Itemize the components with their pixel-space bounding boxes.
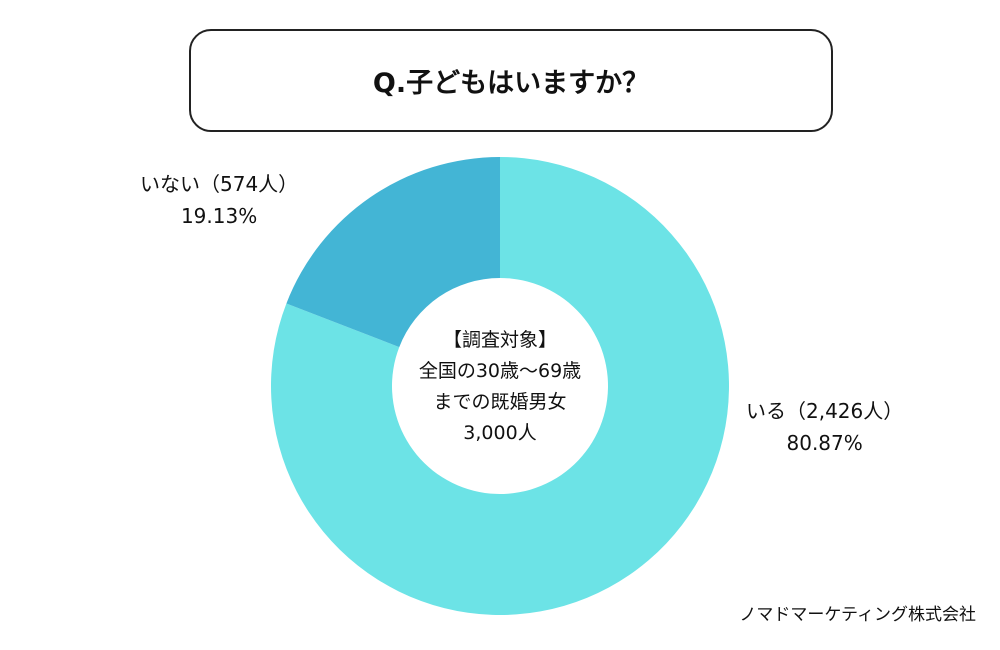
company-credit: ノマドマーケティング株式会社	[739, 605, 976, 625]
label-pct: 19.13%	[180, 204, 258, 228]
center-line: までの既婚男女	[433, 391, 567, 413]
survey-target-text: 【調査対象】 全国の30歳〜69歳 までの既婚男女 3,000人	[390, 325, 610, 449]
label-has-children: いる（2,426人） 80.87%	[746, 395, 903, 459]
center-line: 3,000人	[463, 422, 537, 444]
donut-slice-has-children	[271, 157, 730, 615]
center-line: 全国の30歳〜69歳	[418, 360, 582, 382]
question-title: Q.子どもはいますか？	[189, 29, 833, 132]
label-count: いない（574人）	[140, 172, 299, 196]
donut-slice-no-children	[286, 157, 500, 348]
center-line: 【調査対象】	[442, 329, 557, 351]
label-no-children: いない（574人） 19.13%	[140, 168, 298, 232]
label-pct: 80.87%	[786, 431, 863, 455]
label-count: いる（2,426人）	[746, 399, 904, 423]
